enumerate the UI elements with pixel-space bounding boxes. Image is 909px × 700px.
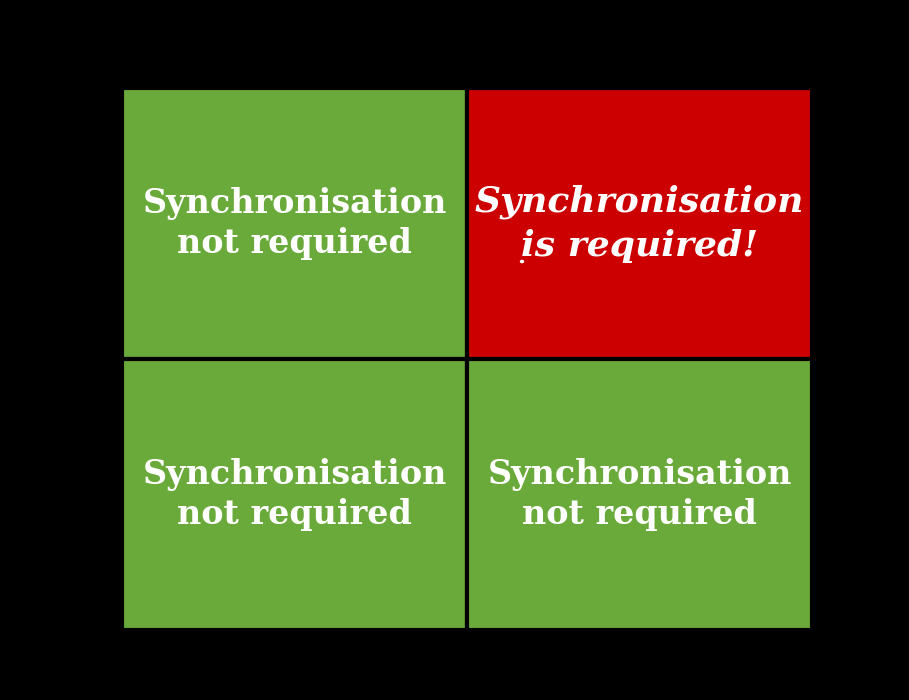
Text: Synchronisation: Synchronisation <box>143 187 446 220</box>
Bar <box>467 88 812 359</box>
Bar <box>467 359 812 630</box>
Text: Synchronisation: Synchronisation <box>143 458 446 491</box>
Bar <box>122 359 467 630</box>
Text: not required: not required <box>177 498 412 531</box>
Text: not required: not required <box>522 498 757 531</box>
Text: Synchronisation: Synchronisation <box>487 458 792 491</box>
Text: is: is <box>0 699 1 700</box>
Text: required!: required! <box>0 699 1 700</box>
Text: not required: not required <box>177 228 412 260</box>
Text: is required!: is required! <box>521 229 758 262</box>
Text: Synchronisation: Synchronisation <box>474 184 804 218</box>
Bar <box>122 88 467 359</box>
